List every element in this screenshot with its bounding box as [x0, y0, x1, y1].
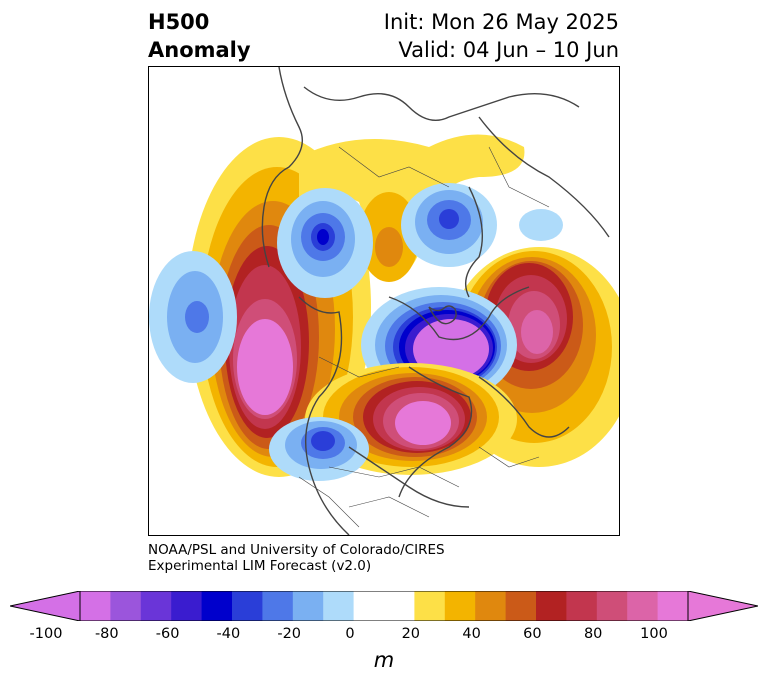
- colorbar-tick-label: 60: [523, 626, 542, 642]
- colorbar-segment: [444, 591, 476, 621]
- anomaly-map: [148, 66, 620, 536]
- colorbar-segment: [505, 591, 537, 621]
- forecast-dates: Init: Mon 26 May 2025 Valid: 04 Jun – 10…: [384, 8, 619, 64]
- colorbar-ticks: -100 -80 -60 -40 -20 0 20 40 60 80 100: [0, 626, 768, 646]
- colorbar-tick-label: 80: [583, 626, 603, 642]
- colorbar-segment: [171, 591, 203, 621]
- credit-line-2: Experimental LIM Forecast (v2.0): [148, 558, 372, 574]
- colorbar-segment: [566, 591, 598, 621]
- colorbar-segment: [140, 591, 172, 621]
- colorbar-border: [79, 591, 689, 621]
- colorbar-tick-label: -20: [277, 626, 302, 642]
- coastlines: [261, 67, 610, 535]
- credit-text: NOAA/PSL and University of Colorado/CIRE…: [148, 542, 445, 574]
- credit-line-1: NOAA/PSL and University of Colorado/CIRE…: [148, 542, 445, 558]
- colorbar-segment: [110, 591, 142, 621]
- init-date: Init: Mon 26 May 2025: [383, 10, 619, 34]
- colorbar-tick-label: 40: [462, 626, 481, 642]
- colorbar-segment: [323, 591, 355, 621]
- colorbar-tick-label: 100: [640, 626, 668, 642]
- colorbar-segment: [262, 591, 294, 621]
- colorbar-segment: [232, 591, 263, 621]
- colorbar-min-arrow: [10, 591, 80, 621]
- title-line-2: Anomaly: [148, 38, 251, 62]
- anomaly-namerica-negative: [269, 417, 369, 481]
- colorbar-segment: [627, 591, 659, 621]
- borders: [298, 146, 550, 528]
- colorbar-tick-label: 20: [401, 626, 421, 642]
- colorbar-segment: [292, 591, 324, 621]
- colorbar-segment: [353, 591, 385, 621]
- colorbar-segment: [596, 591, 628, 621]
- colorbar-tick-label: -100: [29, 626, 63, 642]
- valid-range: Valid: 04 Jun – 10 Jun: [398, 38, 619, 62]
- colorbar-segment: [414, 591, 446, 621]
- colorbar-segment: [536, 591, 567, 621]
- anomaly-fareast-negative: [519, 209, 563, 241]
- colorbar: [10, 591, 758, 621]
- anomaly-greenland-negative: [277, 188, 373, 298]
- colorbar-tick-label: -40: [216, 626, 241, 642]
- colorbar-max-arrow: [688, 591, 758, 621]
- colorbar-segment: [384, 591, 415, 621]
- map-title: H500 Anomaly: [148, 8, 251, 64]
- colorbar-segment: [657, 591, 689, 621]
- colorbar-tick-label: -80: [94, 626, 119, 642]
- colorbar-unit: m: [373, 648, 395, 672]
- colorbar-segment: [80, 591, 111, 621]
- anomaly-pacific-positive: [187, 137, 371, 477]
- colorbar-segment: [201, 591, 233, 621]
- colorbar-segment: [475, 591, 507, 621]
- title-line-1: H500: [148, 10, 210, 34]
- anomaly-siberia-negative: [401, 183, 497, 267]
- anomaly-farwest-negative: [149, 251, 237, 383]
- map-svg: [149, 67, 619, 535]
- colorbar-tick-label: 0: [345, 626, 355, 642]
- colorbar-tick-label: -60: [155, 626, 180, 642]
